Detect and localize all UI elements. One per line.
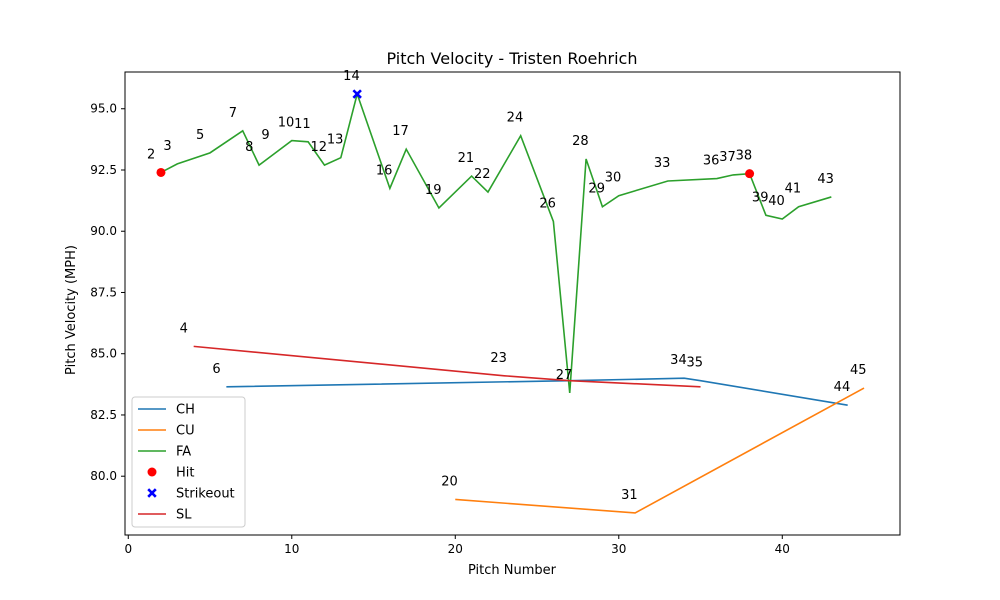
y-tick-label: 92.5 [90, 163, 117, 177]
chart-title: Pitch Velocity - Tristen Roehrich [386, 49, 637, 68]
pitch-number-label: 10 [278, 116, 295, 131]
pitch-number-label: 8 [245, 140, 253, 155]
y-tick-label: 80.0 [90, 469, 117, 483]
legend-item-cu: CU [138, 424, 195, 439]
pitch-number-label: 29 [588, 182, 605, 197]
pitch-number-label: 14 [343, 69, 360, 84]
y-tick-label: 90.0 [90, 224, 117, 238]
pitch-number-label: 35 [687, 356, 704, 371]
marker-strikeout [352, 89, 362, 99]
y-tick-label: 82.5 [90, 408, 117, 422]
pitch-number-label: 20 [441, 474, 458, 489]
legend-label: CH [176, 403, 195, 418]
pitch-number-label: 24 [507, 111, 524, 126]
x-axis-label: Pitch Number [468, 563, 557, 578]
pitch-number-label: 21 [458, 151, 475, 166]
pitch-number-label: 16 [376, 163, 393, 178]
marker-hit [745, 169, 755, 179]
legend-label: CU [176, 424, 195, 439]
pitch-number-label: 2 [147, 147, 155, 162]
pitch-number-label: 43 [817, 172, 834, 187]
legend-item-fa: FA [138, 445, 191, 460]
marker-hit [156, 167, 166, 177]
y-tick-label: 87.5 [90, 285, 117, 299]
pitch-number-label: 40 [768, 194, 785, 209]
pitch-number-label: 28 [572, 134, 589, 149]
pitch-number-label: 30 [605, 171, 622, 186]
y-tick-label: 85.0 [90, 347, 117, 361]
series-line-sl [193, 345, 701, 388]
x-tick-label: 40 [775, 542, 790, 556]
legend-label: FA [176, 445, 191, 460]
series-line-ch [226, 377, 848, 406]
legend-label: Hit [176, 466, 194, 481]
pitch-number-label: 41 [785, 182, 802, 197]
pitch-number-label: 13 [327, 133, 344, 148]
legend: CH CU FA Hit Strikeout SL [131, 396, 246, 528]
pitch-number-label: 11 [294, 117, 311, 132]
legend-label: Strikeout [176, 487, 235, 502]
pitch-number-label: 7 [229, 106, 237, 121]
pitch-number-label: 5 [196, 128, 204, 143]
pitch-number-label: 9 [261, 128, 269, 143]
x-tick-label: 10 [284, 542, 299, 556]
x-tick-label: 20 [448, 542, 463, 556]
y-axis-label: Pitch Velocity (MPH) [64, 245, 79, 375]
pitch-number-label: 37 [719, 150, 736, 165]
x-tick-label: 30 [611, 542, 626, 556]
legend-swatch [147, 488, 157, 498]
y-tick-label: 95.0 [90, 102, 117, 116]
pitch-number-label: 39 [752, 190, 769, 205]
pitch-number-label: 22 [474, 167, 491, 182]
pitch-number-label: 19 [425, 183, 442, 198]
legend-item-strikeout: Strikeout [147, 487, 235, 502]
legend-swatch [147, 467, 157, 477]
pitch-number-label: 4 [180, 321, 188, 336]
pitch-number-label: 33 [654, 156, 671, 171]
pitch-number-label: 17 [392, 124, 409, 139]
axes-frame [124, 71, 901, 536]
pitch-number-label: 34 [670, 353, 687, 368]
pitch-number-label: 45 [850, 363, 867, 378]
pitch-number-label: 23 [490, 351, 507, 366]
pitch-number-label: 31 [621, 488, 638, 503]
pitch-number-label: 6 [212, 362, 220, 377]
pitch-number-label: 44 [834, 380, 851, 395]
series-line-fa [160, 91, 832, 393]
series-line-cu [455, 387, 865, 514]
legend-item-sl: SL [138, 508, 192, 523]
pitch-number-label: 3 [163, 139, 171, 154]
pitch-number-label: 38 [736, 149, 753, 164]
legend-item-ch: CH [138, 403, 195, 418]
pitch-number-label: 27 [556, 368, 573, 383]
pitch-number-label: 36 [703, 154, 720, 169]
legend-item-hit: Hit [147, 466, 194, 481]
x-tick-label: 0 [124, 542, 132, 556]
legend-label: SL [176, 508, 192, 523]
pitch-number-label: 26 [539, 196, 556, 211]
pitch-number-label: 12 [310, 140, 327, 155]
